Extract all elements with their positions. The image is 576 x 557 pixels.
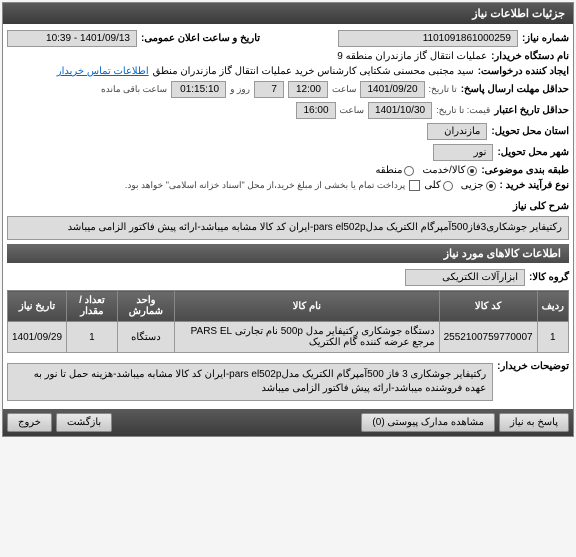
th-date: تاریخ نیاز (8, 291, 67, 322)
items-section-title: اطلاعات کالاهای مورد نیاز (7, 244, 569, 263)
radio-partial[interactable] (486, 181, 496, 191)
radio-goods[interactable] (467, 166, 477, 176)
attachments-button[interactable]: مشاهده مدارک پیوستی (0) (361, 413, 495, 432)
radio-region[interactable] (404, 166, 414, 176)
process-radios: جزیی کلی (424, 180, 495, 191)
contact-link[interactable]: اطلاعات تماس خریدار (57, 66, 149, 77)
deadline-remaining: 01:15:10 (171, 81, 226, 98)
deadline-label: حداقل مهلت ارسال پاسخ: (461, 84, 569, 95)
goods-group-label: گروه کالا: (529, 272, 569, 283)
validity-label: حداقل تاریخ اعتبار (494, 105, 569, 116)
deadline-days-label: روز و (230, 84, 250, 95)
buyer-name-label: نام دستگاه خریدار: (491, 51, 569, 62)
cell-code: 2552100759770007 (439, 322, 537, 353)
deadline-time: 12:00 (288, 81, 328, 98)
th-code: کد کالا (439, 291, 537, 322)
deadline-to-label: تا تاریخ: (429, 84, 457, 95)
need-number-value: 1101091861000259 (338, 30, 518, 47)
province-value: مازندران (427, 123, 487, 140)
classification-radios: کالا/خدمت منطقه (375, 165, 477, 176)
description-box: رکتیفایر جوشکاری3فاز500آمپرگام الکتریک م… (7, 216, 569, 240)
requester-value: سید مجتبی محسنی شکتایی کارشناس خرید عملی… (153, 66, 474, 77)
cell-unit: دستگاه (117, 322, 174, 353)
goods-group-value: ابزارآلات الکتریکی (405, 269, 525, 286)
back-button[interactable]: بازگشت (56, 413, 112, 432)
validity-time: 16:00 (296, 102, 336, 119)
need-number-label: شماره نیاز: (522, 33, 569, 44)
city-value: نور (433, 144, 493, 161)
buyer-notes-label: توضیحات خریدار: (497, 361, 569, 372)
validity-time-label: ساعت (340, 105, 365, 116)
public-notice-value: 1401/09/13 - 10:39 (7, 30, 137, 47)
city-label: شهر محل تحویل: (497, 147, 569, 158)
th-row: ردیف (537, 291, 568, 322)
exit-button[interactable]: خروج (7, 413, 52, 432)
footer-bar: پاسخ به نیاز مشاهده مدارک پیوستی (0) باز… (3, 409, 573, 436)
requester-label: ایجاد کننده درخواست: (478, 66, 569, 77)
deadline-date: 1401/09/20 (360, 81, 424, 98)
panel-title: جزئیات اطلاعات نیاز (3, 3, 573, 24)
process-label: نوع فرآیند خرید : (500, 180, 569, 191)
cell-name: دستگاه جوشکاری رکتیفایر مدل 500p نام تجا… (175, 322, 439, 353)
validity-to-label: قیمت: تا تاریخ: (436, 105, 490, 116)
table-row[interactable]: 1 2552100759770007 دستگاه جوشکاری رکتیفا… (8, 322, 569, 353)
buyer-name-value: عملیات انتقال گاز مازندران منطقه 9 (337, 51, 487, 62)
treasury-note: پرداخت تمام یا بخشی از مبلغ خرید،از محل … (125, 180, 405, 191)
cell-qty: 1 (67, 322, 118, 353)
deadline-time-label: ساعت (332, 84, 357, 95)
public-notice-label: تاریخ و ساعت اعلان عمومی: (141, 33, 260, 44)
th-qty: تعداد / مقدار (67, 291, 118, 322)
buyer-notes-value: رکتیفایر جوشکاری 3 فاز 500آمپرگام الکتری… (7, 363, 493, 401)
radio-goods-label: کالا/خدمت (422, 165, 465, 176)
desc-label: شرح کلی نیاز (513, 201, 569, 212)
cell-row: 1 (537, 322, 568, 353)
cell-date: 1401/09/29 (8, 322, 67, 353)
reply-button[interactable]: پاسخ به نیاز (499, 413, 569, 432)
radio-region-label: منطقه (375, 165, 402, 176)
deadline-remaining-label: ساعت باقی مانده (101, 84, 167, 95)
classification-label: طبقه بندی موضوعی: (481, 165, 569, 176)
radio-full[interactable] (443, 181, 453, 191)
treasury-checkbox[interactable] (409, 180, 420, 191)
deadline-days: 7 (254, 81, 284, 98)
th-name: نام کالا (175, 291, 439, 322)
radio-partial-label: جزیی (461, 180, 484, 191)
validity-date: 1401/10/30 (368, 102, 432, 119)
radio-full-label: کلی (424, 180, 440, 191)
th-unit: واحد شمارش (117, 291, 174, 322)
province-label: استان محل تحویل: (491, 126, 569, 137)
items-table: ردیف کد کالا نام کالا واحد شمارش تعداد /… (7, 290, 569, 353)
